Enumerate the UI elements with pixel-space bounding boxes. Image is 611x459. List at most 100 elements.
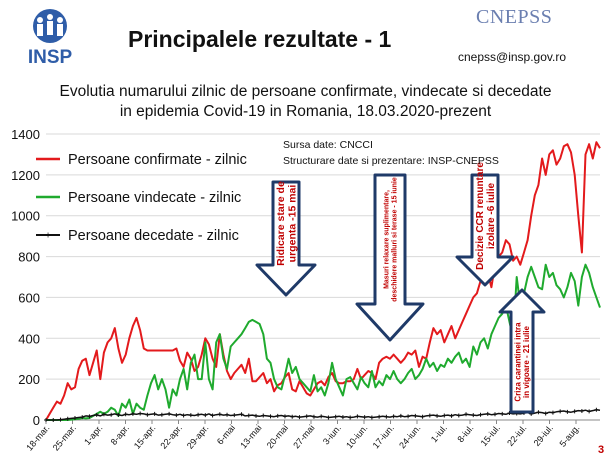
- x-axis-ticks: 18-mar. 25-mar. 1-apr. 8-apr. 15-apr. 22-apr.…: [24, 420, 582, 453]
- y-tick-label: 0: [33, 413, 40, 428]
- x-tick-label: 8-apr.: [109, 423, 131, 447]
- deceased-point: [406, 414, 411, 419]
- annotation-arrow: [498, 288, 546, 414]
- deceased-point: [550, 410, 555, 415]
- deceased-point: [65, 416, 70, 421]
- x-tick-label: 6-mai: [215, 423, 237, 447]
- insp-logo-text: INSP: [28, 47, 73, 68]
- deceased-point: [152, 411, 157, 416]
- deceased-point: [239, 412, 244, 417]
- deceased-point: [435, 413, 440, 418]
- slide-title: Principalele rezultate - 1: [128, 26, 392, 52]
- x-tick-label: 29-apr.: [185, 423, 211, 451]
- deceased-point: [246, 413, 251, 418]
- x-tick-label: 22-apr.: [158, 423, 184, 451]
- deceased-point: [348, 415, 353, 420]
- annotation-arrow: [455, 173, 515, 287]
- deceased-point: [369, 415, 374, 420]
- y-axis-ticks: 0 200 400 600 800 1000 1200 1400: [11, 127, 40, 428]
- deceased-point: [340, 415, 345, 420]
- deceased-point: [282, 414, 287, 419]
- deceased-point: [268, 414, 273, 419]
- x-tick-label: 5-aug.: [557, 423, 581, 449]
- y-tick-label: 600: [18, 290, 40, 305]
- deceased-point: [579, 409, 584, 414]
- deceased-point: [333, 414, 338, 419]
- insp-logo: INSP: [8, 6, 92, 68]
- source-line-1: Sursa date: CNCCI: [283, 139, 373, 151]
- legend: Persoane confirmate - zilnic Persoane vi…: [36, 152, 247, 244]
- x-tick-label: 8-iul.: [455, 423, 475, 444]
- x-tick-label: 13-mai: [238, 423, 263, 451]
- legend-label-recovered: Persoane vindecate - zilnic: [68, 190, 241, 206]
- deceased-point: [123, 412, 128, 417]
- x-tick-label: 17-iun.: [371, 423, 396, 451]
- x-tick-label: 10-iun.: [344, 423, 369, 451]
- deceased-point: [319, 414, 324, 419]
- deceased-point: [94, 412, 99, 417]
- y-tick-label: 1000: [11, 209, 40, 224]
- deceased-point: [130, 411, 135, 416]
- contact-email: cnepss@insp.gov.ro: [458, 50, 567, 64]
- y-tick-label: 1200: [11, 168, 40, 183]
- deceased-point: [181, 413, 186, 418]
- deceased-point: [275, 413, 280, 418]
- annotation-label: Masuri relaxare suplimentare,deschidere …: [384, 177, 399, 302]
- deceased-point: [116, 412, 121, 417]
- deceased-point: [471, 413, 476, 418]
- annotations-layer: Ridicare stare deurgenta -15 mai Masuri r…: [255, 162, 546, 414]
- deceased-point: [398, 413, 403, 418]
- deceased-point: [297, 415, 302, 420]
- deceased-point: [391, 414, 396, 419]
- deceased-point: [217, 412, 222, 417]
- deceased-point: [232, 413, 237, 418]
- x-tick-label: 15-apr.: [132, 423, 158, 451]
- deceased-point: [101, 412, 106, 417]
- deceased-point: [87, 414, 92, 419]
- deceased-point: [377, 414, 382, 419]
- deceased-point: [304, 414, 309, 419]
- deceased-point: [167, 411, 172, 416]
- deceased-point: [587, 409, 592, 414]
- deceased-point: [442, 413, 447, 418]
- deceased-point: [159, 412, 164, 417]
- legend-label-confirmed: Persoane confirmate - zilnic: [68, 152, 247, 168]
- deceased-point: [210, 413, 215, 418]
- deceased-point: [51, 418, 56, 422]
- deceased-point: [500, 411, 505, 416]
- deceased-point: [261, 413, 266, 418]
- deceased-point: [543, 411, 548, 416]
- deceased-point: [225, 412, 230, 417]
- deceased-point: [145, 412, 150, 417]
- x-tick-label: 29-iul.: [532, 423, 555, 448]
- series-layer: [44, 141, 601, 422]
- deceased-point: [44, 418, 48, 422]
- deceased-point: [80, 415, 85, 420]
- svg-text:+: +: [45, 231, 51, 242]
- deceased-point: [478, 412, 483, 417]
- y-tick-label: 1400: [11, 127, 40, 142]
- annotation-label: Criza carantinei intrain vigoare - 21 iu…: [513, 322, 531, 402]
- deceased-point: [326, 415, 331, 420]
- deceased-point: [456, 413, 461, 418]
- deceased-point: [492, 412, 497, 417]
- deceased-point: [565, 409, 570, 414]
- x-tick-label: 15-iul.: [479, 423, 502, 448]
- deceased-point: [138, 411, 143, 416]
- y-tick-label: 200: [18, 372, 40, 387]
- deceased-point: [572, 409, 577, 414]
- series-line-0: [45, 141, 601, 421]
- x-tick-label: 22-iul.: [505, 423, 528, 448]
- deceased-point: [449, 413, 454, 418]
- deceased-point: [427, 413, 432, 418]
- deceased-point: [485, 411, 490, 416]
- x-tick-label: 20-mai: [265, 423, 290, 451]
- deceased-point: [420, 414, 425, 419]
- deceased-point: [384, 414, 389, 419]
- annotation-label: Ridicare stare deurgenta -15 mai: [275, 181, 299, 266]
- deceased-point: [109, 412, 114, 417]
- deceased-point: [174, 413, 179, 418]
- source-line-2: Structurare date si prezentare: INSP-CNE…: [283, 155, 499, 167]
- cnepss-logo: CNEPSS: [476, 6, 553, 28]
- deceased-point: [188, 413, 193, 418]
